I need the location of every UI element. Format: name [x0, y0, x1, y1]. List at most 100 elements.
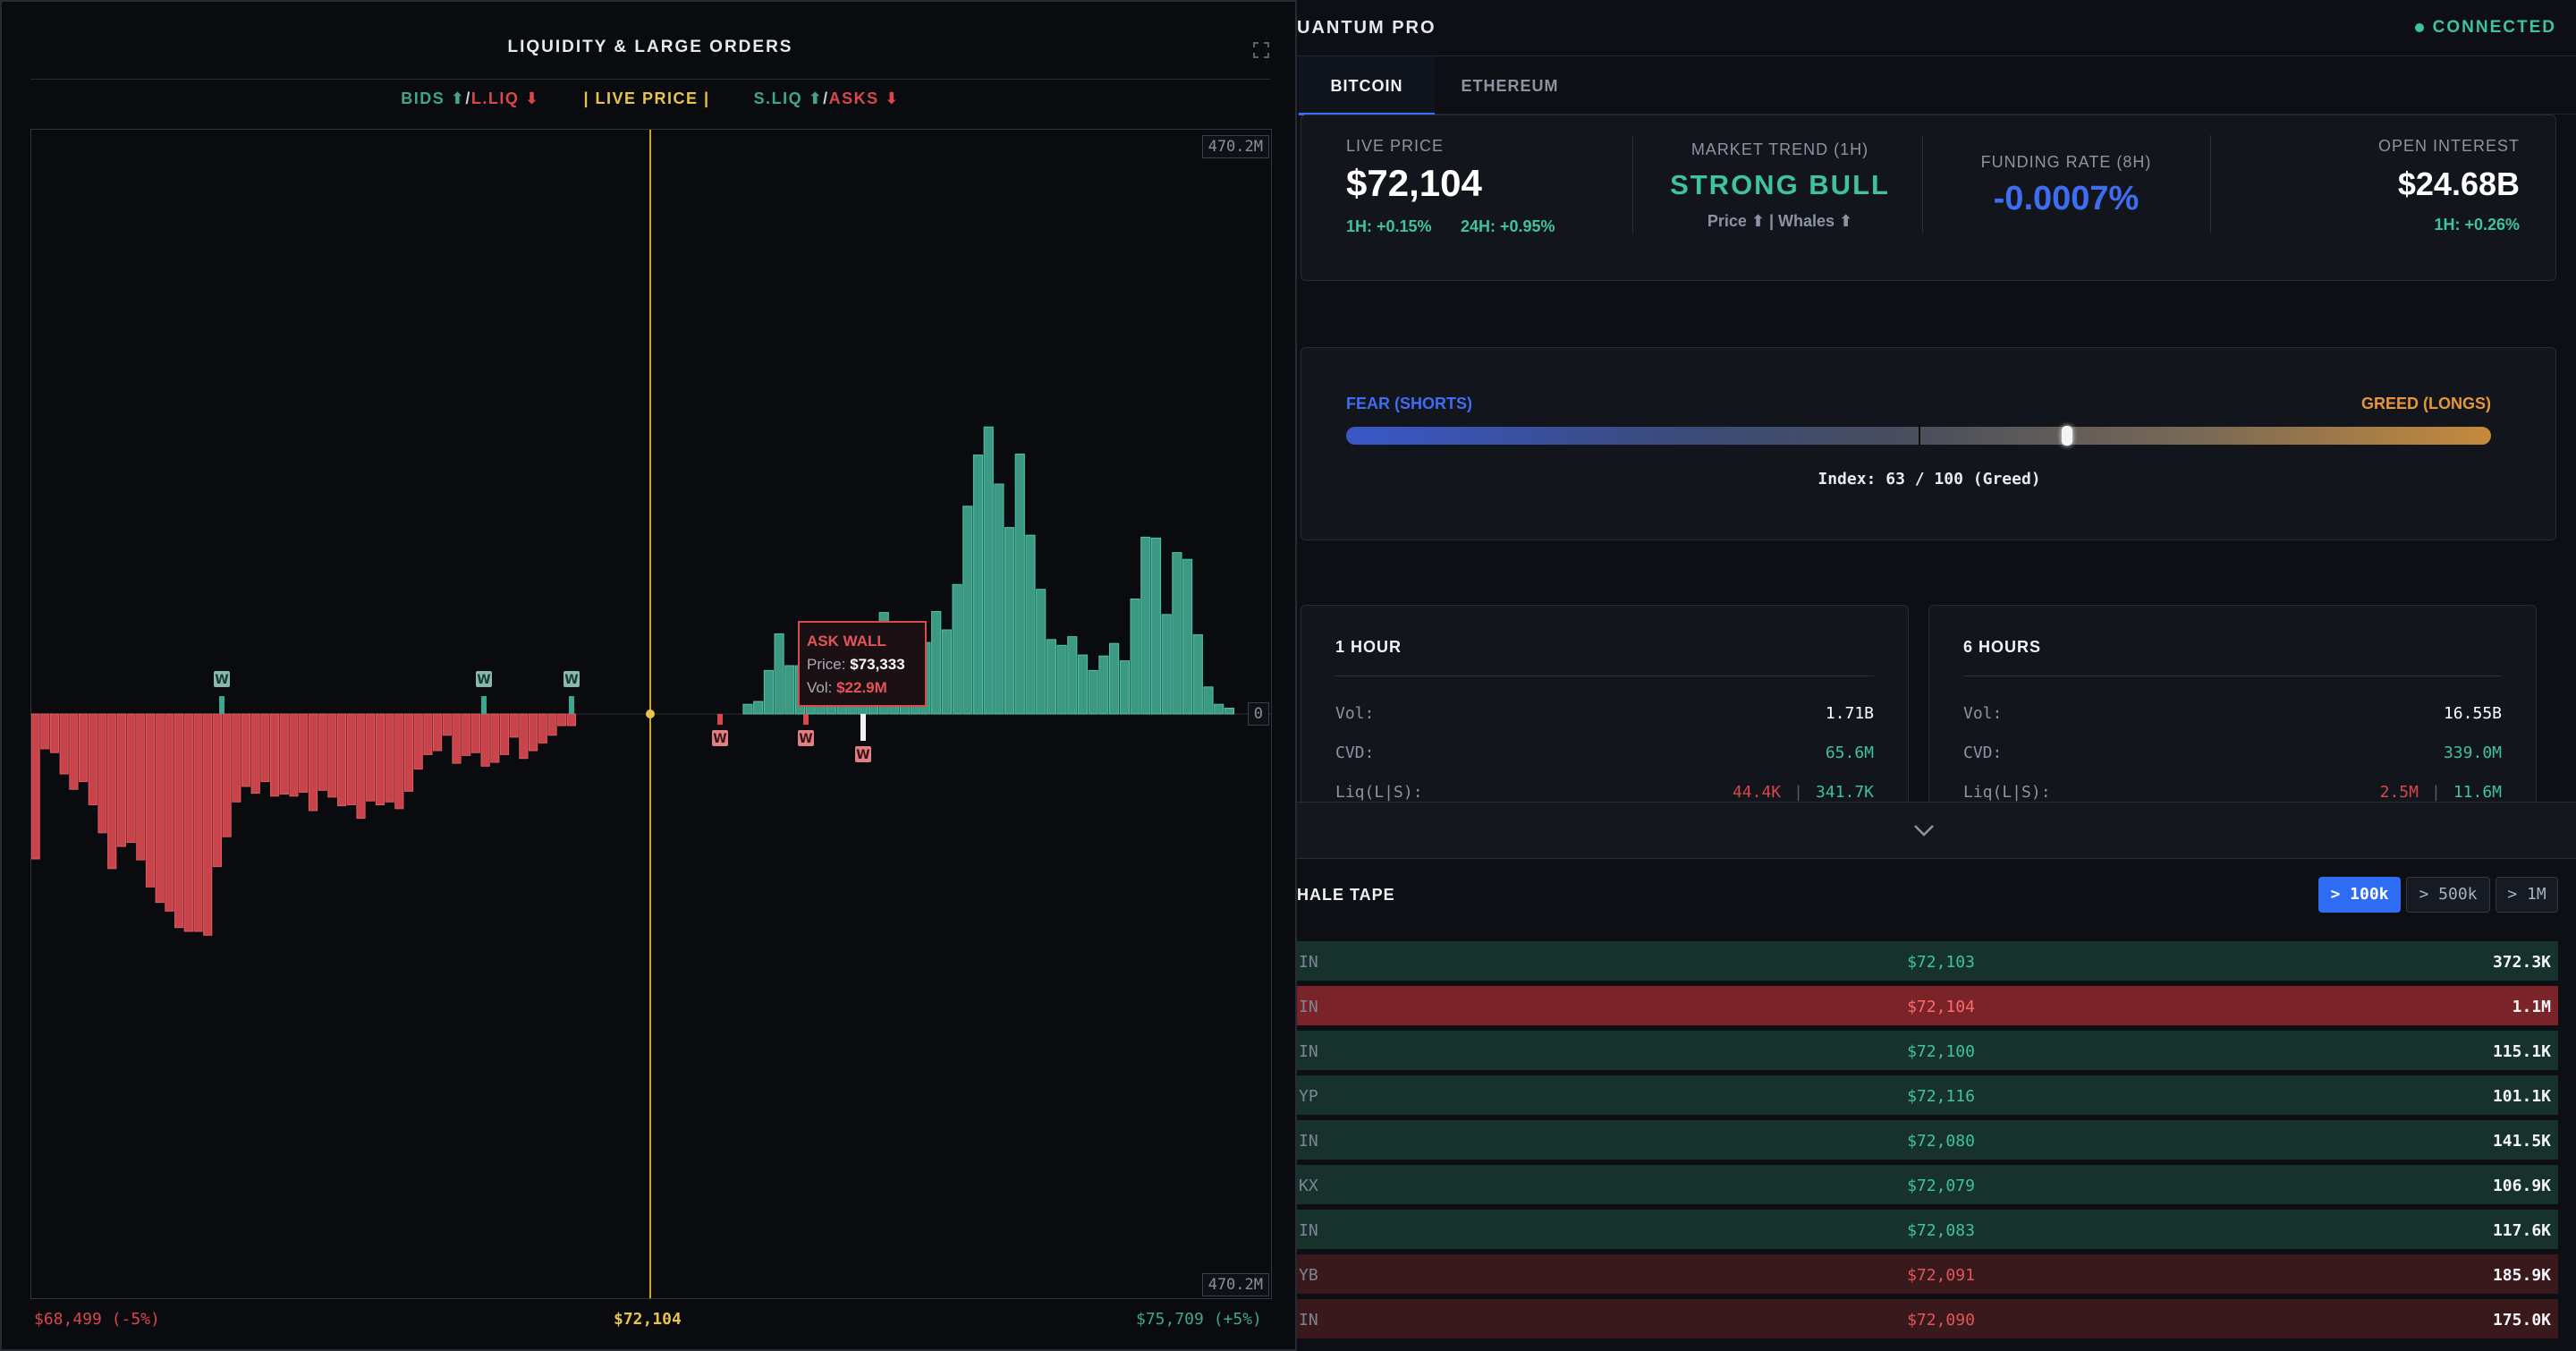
bid-bar — [470, 713, 480, 753]
bid-bar — [222, 713, 232, 837]
whale-stem — [803, 714, 809, 725]
trade-size: 115.1K — [2492, 1042, 2551, 1061]
ask-bar — [1161, 614, 1172, 715]
whale-badge — [798, 730, 814, 746]
ask-bar — [962, 506, 973, 715]
legend-slash: / — [823, 89, 829, 107]
tab-bitcoin[interactable]: BITCOIN — [1299, 56, 1435, 115]
liq-short: 341.7K — [1815, 783, 1874, 802]
bid-bar — [270, 713, 280, 797]
bid-bar — [88, 713, 97, 805]
liq-sep: | — [2430, 783, 2441, 802]
cvd-value: 339.0M — [2443, 743, 2502, 762]
trade-symbol: IN — [1299, 1042, 1318, 1061]
whale-label: W — [477, 673, 490, 687]
bid-bar — [165, 713, 174, 912]
status-text: CONNECTED — [2432, 18, 2556, 37]
trade-price: $72,104 — [1907, 998, 1975, 1016]
bid-bar — [193, 713, 203, 932]
ask-bar — [1004, 527, 1015, 715]
table-row[interactable]: KX $72,079 106.9K — [1297, 1165, 2558, 1204]
filter-100k-button[interactable]: > 100k — [2318, 877, 2401, 913]
table-row[interactable]: YB $72,091 185.9K — [1297, 1254, 2558, 1294]
ask-bar — [763, 669, 774, 715]
divider — [2210, 135, 2211, 234]
table-row[interactable]: YP $72,116 101.1K — [1297, 1075, 2558, 1115]
ask-bar — [972, 455, 984, 715]
table-row[interactable]: IN $72,103 372.3K — [1297, 941, 2558, 981]
sentiment-index: Index: 63 / 100 (Greed) — [1818, 470, 2041, 489]
timeframe-card-1h: 1 HOUR Vol: 1.71B CVD: 65.6M Liq(L|S): 4… — [1301, 605, 1909, 820]
table-row[interactable]: IN $72,090 175.0K — [1297, 1299, 2558, 1338]
trade-price: $72,103 — [1907, 953, 1975, 972]
ask-bar — [1150, 537, 1162, 715]
legend-asks: ASKS ⬇ — [828, 89, 900, 107]
ask-bar — [753, 701, 764, 715]
bid-bar — [480, 713, 490, 767]
liquidity-panel: LIQUIDITY & LARGE ORDERS BIDS ⬆ / L.LIQ … — [0, 0, 1297, 1351]
filter-500k-button[interactable]: > 500k — [2406, 877, 2490, 913]
ask-bar — [952, 583, 962, 715]
chevron-down-icon[interactable] — [1911, 817, 1937, 844]
bid-bar — [308, 713, 318, 811]
bid-bar — [519, 713, 529, 760]
chart-canvas: W W W W W W — [31, 130, 1271, 1298]
trade-symbol: IN — [1299, 998, 1318, 1016]
ask-bar — [1046, 639, 1057, 715]
vol-value: 1.71B — [1825, 704, 1874, 723]
trade-size: 372.3K — [2492, 953, 2551, 972]
trade-price: $72,080 — [1907, 1132, 1975, 1151]
ask-bar — [1172, 552, 1182, 715]
greed-label: GREED (LONGS) — [2360, 395, 2491, 412]
timeframe-title: 6 HOURS — [1963, 638, 2042, 656]
filter-1m-button[interactable]: > 1M — [2496, 877, 2558, 913]
trend-value: STRONG BULL — [1670, 169, 1890, 200]
trade-size: 106.9K — [2492, 1177, 2551, 1195]
ask-bar — [1130, 599, 1140, 715]
bid-bar — [452, 713, 462, 764]
trade-size: 175.0K — [2492, 1311, 2551, 1330]
bid-bar — [107, 713, 117, 870]
bid-bar — [145, 713, 156, 888]
sentiment-knob — [2062, 426, 2073, 446]
whale-stem — [219, 696, 225, 714]
legend-sliq: S.LIQ ⬆ — [753, 89, 824, 107]
bid-bar — [59, 713, 69, 775]
bid-bar — [289, 713, 299, 797]
bid-bar — [413, 713, 423, 770]
liquidity-chart[interactable]: W W W W W W 470.2M 470.2M 0 — [30, 129, 1272, 1299]
liq-value: 2.5M | 11.6M — [2380, 783, 2502, 802]
liq-long: 2.5M — [2379, 783, 2419, 802]
bid-bar — [31, 713, 40, 860]
table-row[interactable]: IN $72,080 141.5K — [1297, 1120, 2558, 1160]
trade-price: $72,090 — [1907, 1311, 1975, 1330]
ask-bar — [1025, 534, 1036, 715]
collapse-toggle[interactable] — [1297, 802, 2576, 859]
bid-bar — [442, 713, 452, 736]
timeframe-title: 1 HOUR — [1335, 638, 1402, 656]
bid-bar — [366, 713, 376, 802]
bid-bar — [462, 713, 471, 756]
table-row[interactable]: IN $72,083 117.6K — [1297, 1210, 2558, 1249]
expand-icon[interactable] — [1252, 41, 1270, 59]
trade-price: $72,100 — [1907, 1042, 1975, 1061]
liq-label: Liq(L|S): — [1963, 783, 2051, 802]
bid-bar — [279, 713, 289, 795]
bid-bar — [356, 713, 366, 820]
trend-sub: Price ⬆ | Whales ⬆ — [1707, 212, 1853, 230]
tab-ethereum[interactable]: ETHEREUM — [1461, 77, 1559, 95]
whale-stem — [860, 714, 866, 741]
ask-bar — [983, 426, 994, 715]
table-row[interactable]: IN $72,100 115.1K — [1297, 1031, 2558, 1070]
funding-label: FUNDING RATE (8H) — [1980, 153, 2152, 171]
bid-bar — [403, 713, 414, 792]
table-row[interactable]: IN $72,104 1.1M — [1297, 986, 2558, 1025]
funding-value: -0.0007% — [1993, 180, 2140, 217]
legend-live-price: | LIVE PRICE | — [583, 89, 710, 107]
whale-label: W — [564, 673, 578, 687]
whale-badge — [476, 671, 492, 687]
timeframe-card-6h: 6 HOURS Vol: 16.55B CVD: 339.0M Liq(L|S)… — [1928, 605, 2537, 820]
bid-bar — [346, 713, 356, 805]
divider — [1632, 135, 1633, 234]
trade-size: 141.5K — [2492, 1132, 2551, 1151]
